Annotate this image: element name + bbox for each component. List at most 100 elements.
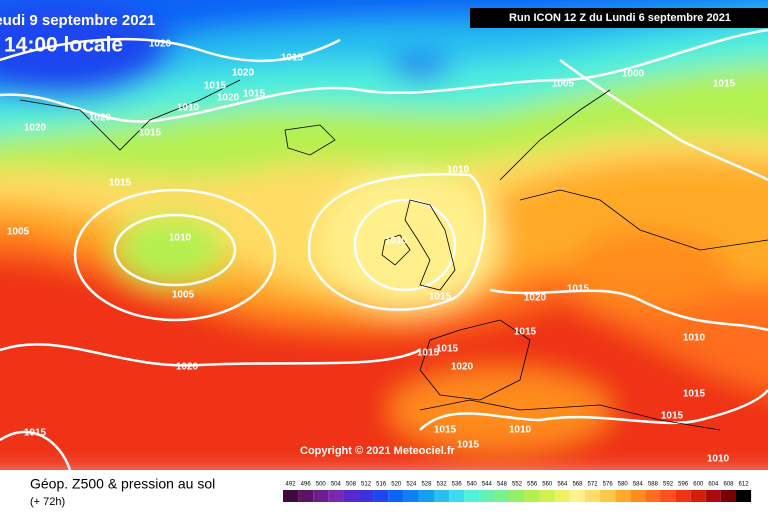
coastline <box>419 319 531 401</box>
pressure-label: 1015 <box>434 425 457 436</box>
pressure-label: 1005 <box>7 227 30 238</box>
isobar <box>307 173 486 311</box>
pressure-label: 1015 <box>417 348 440 359</box>
pressure-label: 1020 <box>24 123 47 134</box>
scale-swatch <box>403 490 419 502</box>
pressure-label: 1015 <box>281 53 304 64</box>
pressure-label: 1010 <box>385 236 408 247</box>
pressure-label: 1010 <box>177 103 200 114</box>
scale-label: 564 <box>557 482 568 488</box>
pressure-label: 1015 <box>109 178 132 189</box>
forecast-date: Jeudi 9 septembre 2021 <box>0 12 155 29</box>
pressure-label: 1020 <box>149 39 172 50</box>
isobar <box>419 389 768 431</box>
scale-swatch <box>283 490 299 502</box>
coastline <box>419 399 721 431</box>
pressure-label: 1020 <box>524 293 547 304</box>
pressure-label: 1020 <box>232 68 255 79</box>
pressure-label: 1015 <box>661 411 684 422</box>
scale-label: 512 <box>361 482 372 488</box>
pressure-label: 1010 <box>169 233 192 244</box>
scale-label: 540 <box>467 482 478 488</box>
scale-label: 604 <box>708 482 719 488</box>
scale-label: 572 <box>588 482 599 488</box>
run-banner <box>470 8 768 28</box>
isobar <box>0 430 72 471</box>
scale-label: 560 <box>542 482 553 488</box>
pressure-labels: 1020 1015 1020 1015 1020 1015 1010 1020 1020 1015… <box>7 39 736 465</box>
scale-label: 508 <box>346 482 357 488</box>
scale-swatch <box>720 490 736 502</box>
scale-label: 596 <box>678 482 689 488</box>
pressure-label: 1015 <box>683 389 706 400</box>
scale-swatch <box>343 490 359 502</box>
scale-swatch <box>615 490 631 502</box>
scale-label: 524 <box>406 482 417 488</box>
scale-swatch <box>630 490 646 502</box>
scale-label: 528 <box>421 482 432 488</box>
scale-swatch <box>600 490 616 502</box>
scale-label: 600 <box>693 482 704 488</box>
scale-label: 584 <box>633 482 644 488</box>
pressure-label: 1020 <box>451 362 474 373</box>
isobar <box>489 288 768 332</box>
scale-label: 544 <box>482 482 493 488</box>
scale-swatch <box>554 490 570 502</box>
pressure-label: 1020 <box>176 362 199 373</box>
coastline <box>284 124 336 156</box>
pressure-label: 1015 <box>567 284 590 295</box>
scale-swatch <box>585 490 601 502</box>
pressure-label: 1015 <box>457 440 480 451</box>
pressure-label: 1010 <box>509 425 532 436</box>
scale-swatch <box>675 490 691 502</box>
scale-swatch <box>539 490 555 502</box>
scale-label: 612 <box>739 482 750 488</box>
scale-swatch <box>418 490 434 502</box>
scale-swatch <box>449 490 465 502</box>
scale-swatch <box>479 490 495 502</box>
isobar <box>113 213 237 287</box>
isobar <box>73 188 277 322</box>
pressure-label: 1010 <box>447 165 470 176</box>
pressure-label: 1005 <box>552 79 575 90</box>
coastline <box>404 199 456 291</box>
isobar <box>353 198 457 292</box>
pressure-label: 1015 <box>713 79 736 90</box>
scale-swatch <box>434 490 450 502</box>
scale-label: 532 <box>437 482 448 488</box>
scale-label: 496 <box>301 482 312 488</box>
scale-label: 504 <box>331 482 342 488</box>
pressure-label: 1020 <box>89 113 112 124</box>
scale-swatch <box>690 490 706 502</box>
pressure-label: 1015 <box>514 327 537 338</box>
scale-swatch <box>373 490 389 502</box>
scale-swatch <box>358 490 374 502</box>
coastline <box>19 79 241 151</box>
pressure-label: 1015 <box>436 344 459 355</box>
scale-swatch <box>524 490 540 502</box>
pressure-label: 1005 <box>172 290 195 301</box>
pressure-label: 1010 <box>683 333 706 344</box>
scale-label: 548 <box>497 482 508 488</box>
color-scale: 492 496 500 504 508 512 516 520 524 528 532 536 540 5… <box>283 482 752 502</box>
forecast-time: 14:00 locale <box>4 34 123 57</box>
isobar <box>559 58 768 182</box>
scale-label: 580 <box>618 482 629 488</box>
scale-swatch <box>494 490 510 502</box>
scale-swatch <box>509 490 525 502</box>
pressure-label: 1015 <box>204 81 227 92</box>
pressure-label: 1015 <box>24 428 47 439</box>
coastline <box>499 89 768 251</box>
isobars <box>0 28 768 471</box>
scale-label: 608 <box>723 482 734 488</box>
isobar <box>0 28 768 123</box>
scale-swatch <box>705 490 721 502</box>
scale-label: 588 <box>648 482 659 488</box>
copyright: Copyright © 2021 Meteociel.fr <box>300 445 456 457</box>
scale-label: 536 <box>452 482 463 488</box>
scale-label: 552 <box>512 482 523 488</box>
pressure-label: 1015 <box>139 128 162 139</box>
scale-label: 492 <box>286 482 297 488</box>
pressure-label: 1015 <box>429 292 452 303</box>
scale-swatch <box>313 490 329 502</box>
